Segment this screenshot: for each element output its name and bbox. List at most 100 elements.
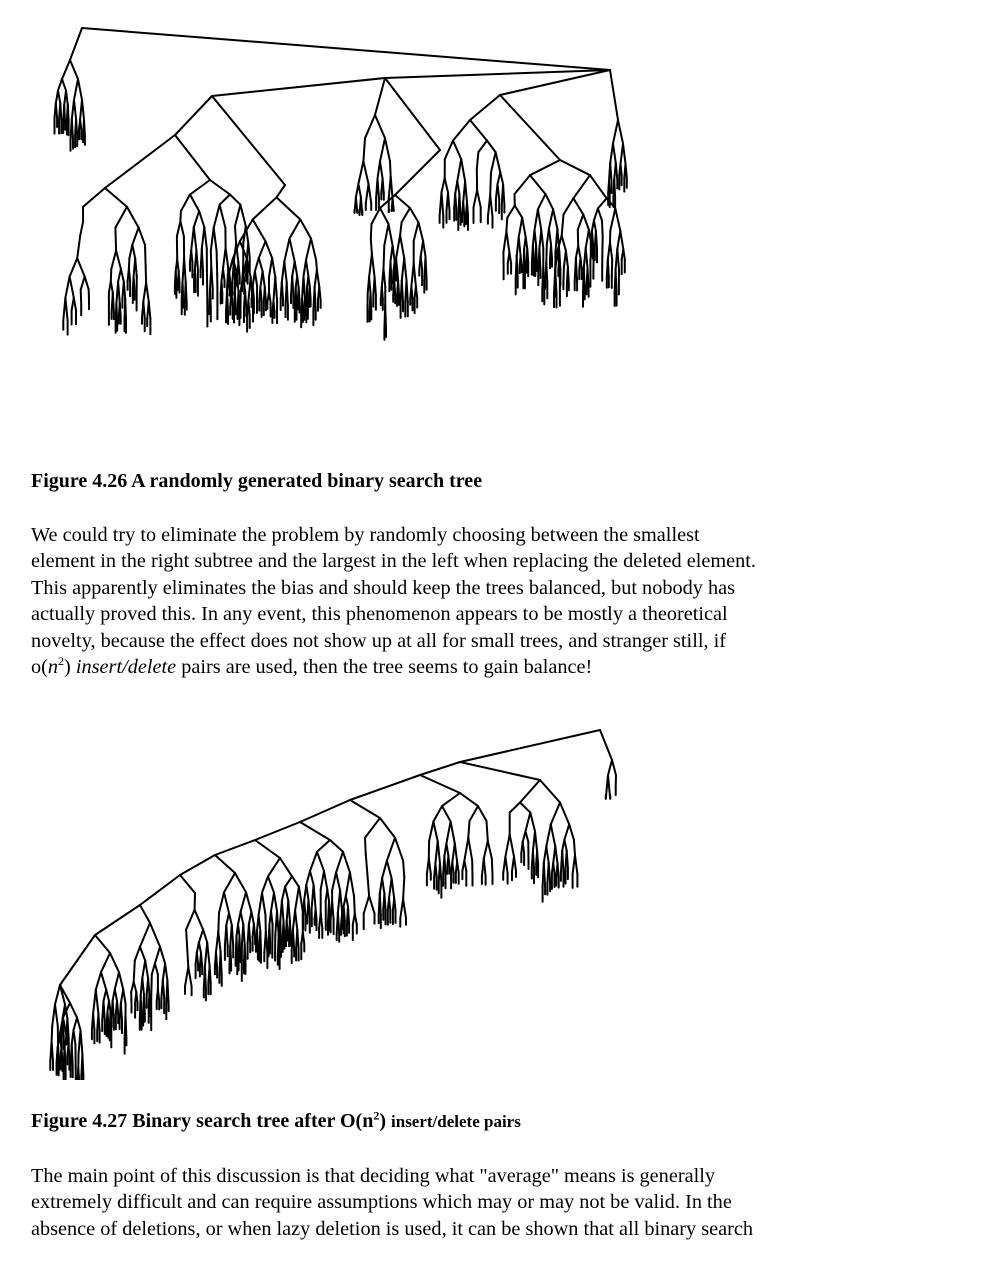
tree-edge <box>319 911 324 930</box>
tree-edge <box>547 208 555 230</box>
tree-edge <box>499 94 561 161</box>
tree-edge <box>59 934 96 986</box>
tree-edge <box>399 234 406 260</box>
tree-edge <box>218 203 227 229</box>
tree-edge <box>76 257 86 278</box>
tree-edge <box>315 269 321 288</box>
tree-edge <box>540 229 545 250</box>
tree-edge <box>147 977 151 996</box>
tree-edge <box>104 134 176 189</box>
tree-edge <box>264 240 274 259</box>
tree-edge <box>105 988 110 1002</box>
tree-edge <box>72 296 77 312</box>
tree-edge <box>547 227 552 246</box>
tree-edge <box>148 993 152 1011</box>
tree-edge <box>524 811 532 833</box>
math-o: o( <box>31 656 48 679</box>
tree-edge <box>339 889 344 914</box>
tree-edge <box>379 817 396 839</box>
tree-edge <box>301 931 306 945</box>
tree-edge <box>579 257 583 271</box>
tree-edge <box>291 275 295 297</box>
tree-edge <box>559 159 591 177</box>
tree-edge <box>368 894 376 915</box>
tree-edge <box>545 845 550 864</box>
text-line: We could try to eliminate the problem by… <box>31 524 700 546</box>
tree-edge <box>599 729 613 761</box>
tree-edge <box>419 255 424 271</box>
tree-edge <box>364 817 381 839</box>
tree-edge <box>592 207 599 222</box>
tree-edge <box>206 941 211 967</box>
tree-edge <box>247 242 251 259</box>
tree-edge <box>285 919 289 933</box>
tree-edge <box>594 230 598 250</box>
tree-edge <box>279 920 282 944</box>
tree-edge <box>309 870 315 886</box>
tree-edge <box>238 935 242 957</box>
tree-edge <box>443 177 449 194</box>
tree-edge <box>376 177 380 199</box>
tree-edge <box>73 98 78 121</box>
tree-edge <box>184 280 188 305</box>
tree-edge <box>385 836 396 862</box>
tree-edge <box>402 859 406 879</box>
tree-edge <box>394 836 405 862</box>
tree-edge <box>239 891 247 913</box>
tree-edge <box>257 240 267 259</box>
tree-edge <box>379 194 396 209</box>
tree-edge <box>469 119 488 142</box>
tree-edge <box>139 904 151 924</box>
tree-edge <box>237 923 241 938</box>
tree-edge <box>584 228 590 250</box>
tree-edge <box>447 854 451 869</box>
tree-edge <box>245 257 252 279</box>
tree-edge <box>243 943 247 963</box>
tree-edge <box>609 207 617 232</box>
tree-edge <box>222 267 226 282</box>
tree-edge <box>66 1017 70 1040</box>
tree-edge <box>119 268 125 283</box>
tree-edge <box>496 183 501 201</box>
tree-edge <box>316 839 331 853</box>
tree-edge <box>353 895 356 915</box>
tree-edge <box>596 197 608 210</box>
tree-edge <box>185 908 196 931</box>
tree-edge <box>72 1029 77 1046</box>
tree-edge <box>572 197 585 216</box>
tree-edge <box>517 216 524 239</box>
tree-edge <box>542 266 546 290</box>
tree-edge <box>554 268 558 295</box>
tree-edge <box>529 159 561 177</box>
caption-exponent: 2 <box>373 1108 380 1123</box>
tree-edge <box>405 279 409 303</box>
tree-edge <box>441 792 461 808</box>
tree-edge <box>296 928 300 950</box>
tree-edge <box>251 196 278 221</box>
tree-edge <box>589 174 608 200</box>
tree-edge <box>427 857 432 875</box>
tree-edge <box>384 69 611 79</box>
tree-edge <box>75 118 79 138</box>
tree-edge <box>357 182 362 199</box>
tree-edge <box>307 275 311 288</box>
tree-edge <box>459 761 541 781</box>
tree-edge <box>367 182 373 204</box>
tree-edge <box>508 251 513 265</box>
tree-edge <box>111 291 115 314</box>
tree-edge <box>124 297 127 320</box>
tree-edge <box>235 271 240 293</box>
tree-edge <box>364 852 369 874</box>
tree-edge <box>318 285 322 301</box>
tree-edge <box>102 1000 106 1022</box>
tree-edge <box>280 885 287 902</box>
tree-edge <box>288 919 292 936</box>
tree-edge <box>69 59 79 81</box>
tree-edge <box>214 839 256 856</box>
tree-edge <box>419 761 461 776</box>
tree-edge <box>566 266 570 286</box>
tree-edge <box>381 177 385 195</box>
tree-edge <box>456 861 460 874</box>
tree-edge <box>611 759 617 777</box>
tree-edge <box>237 290 241 313</box>
